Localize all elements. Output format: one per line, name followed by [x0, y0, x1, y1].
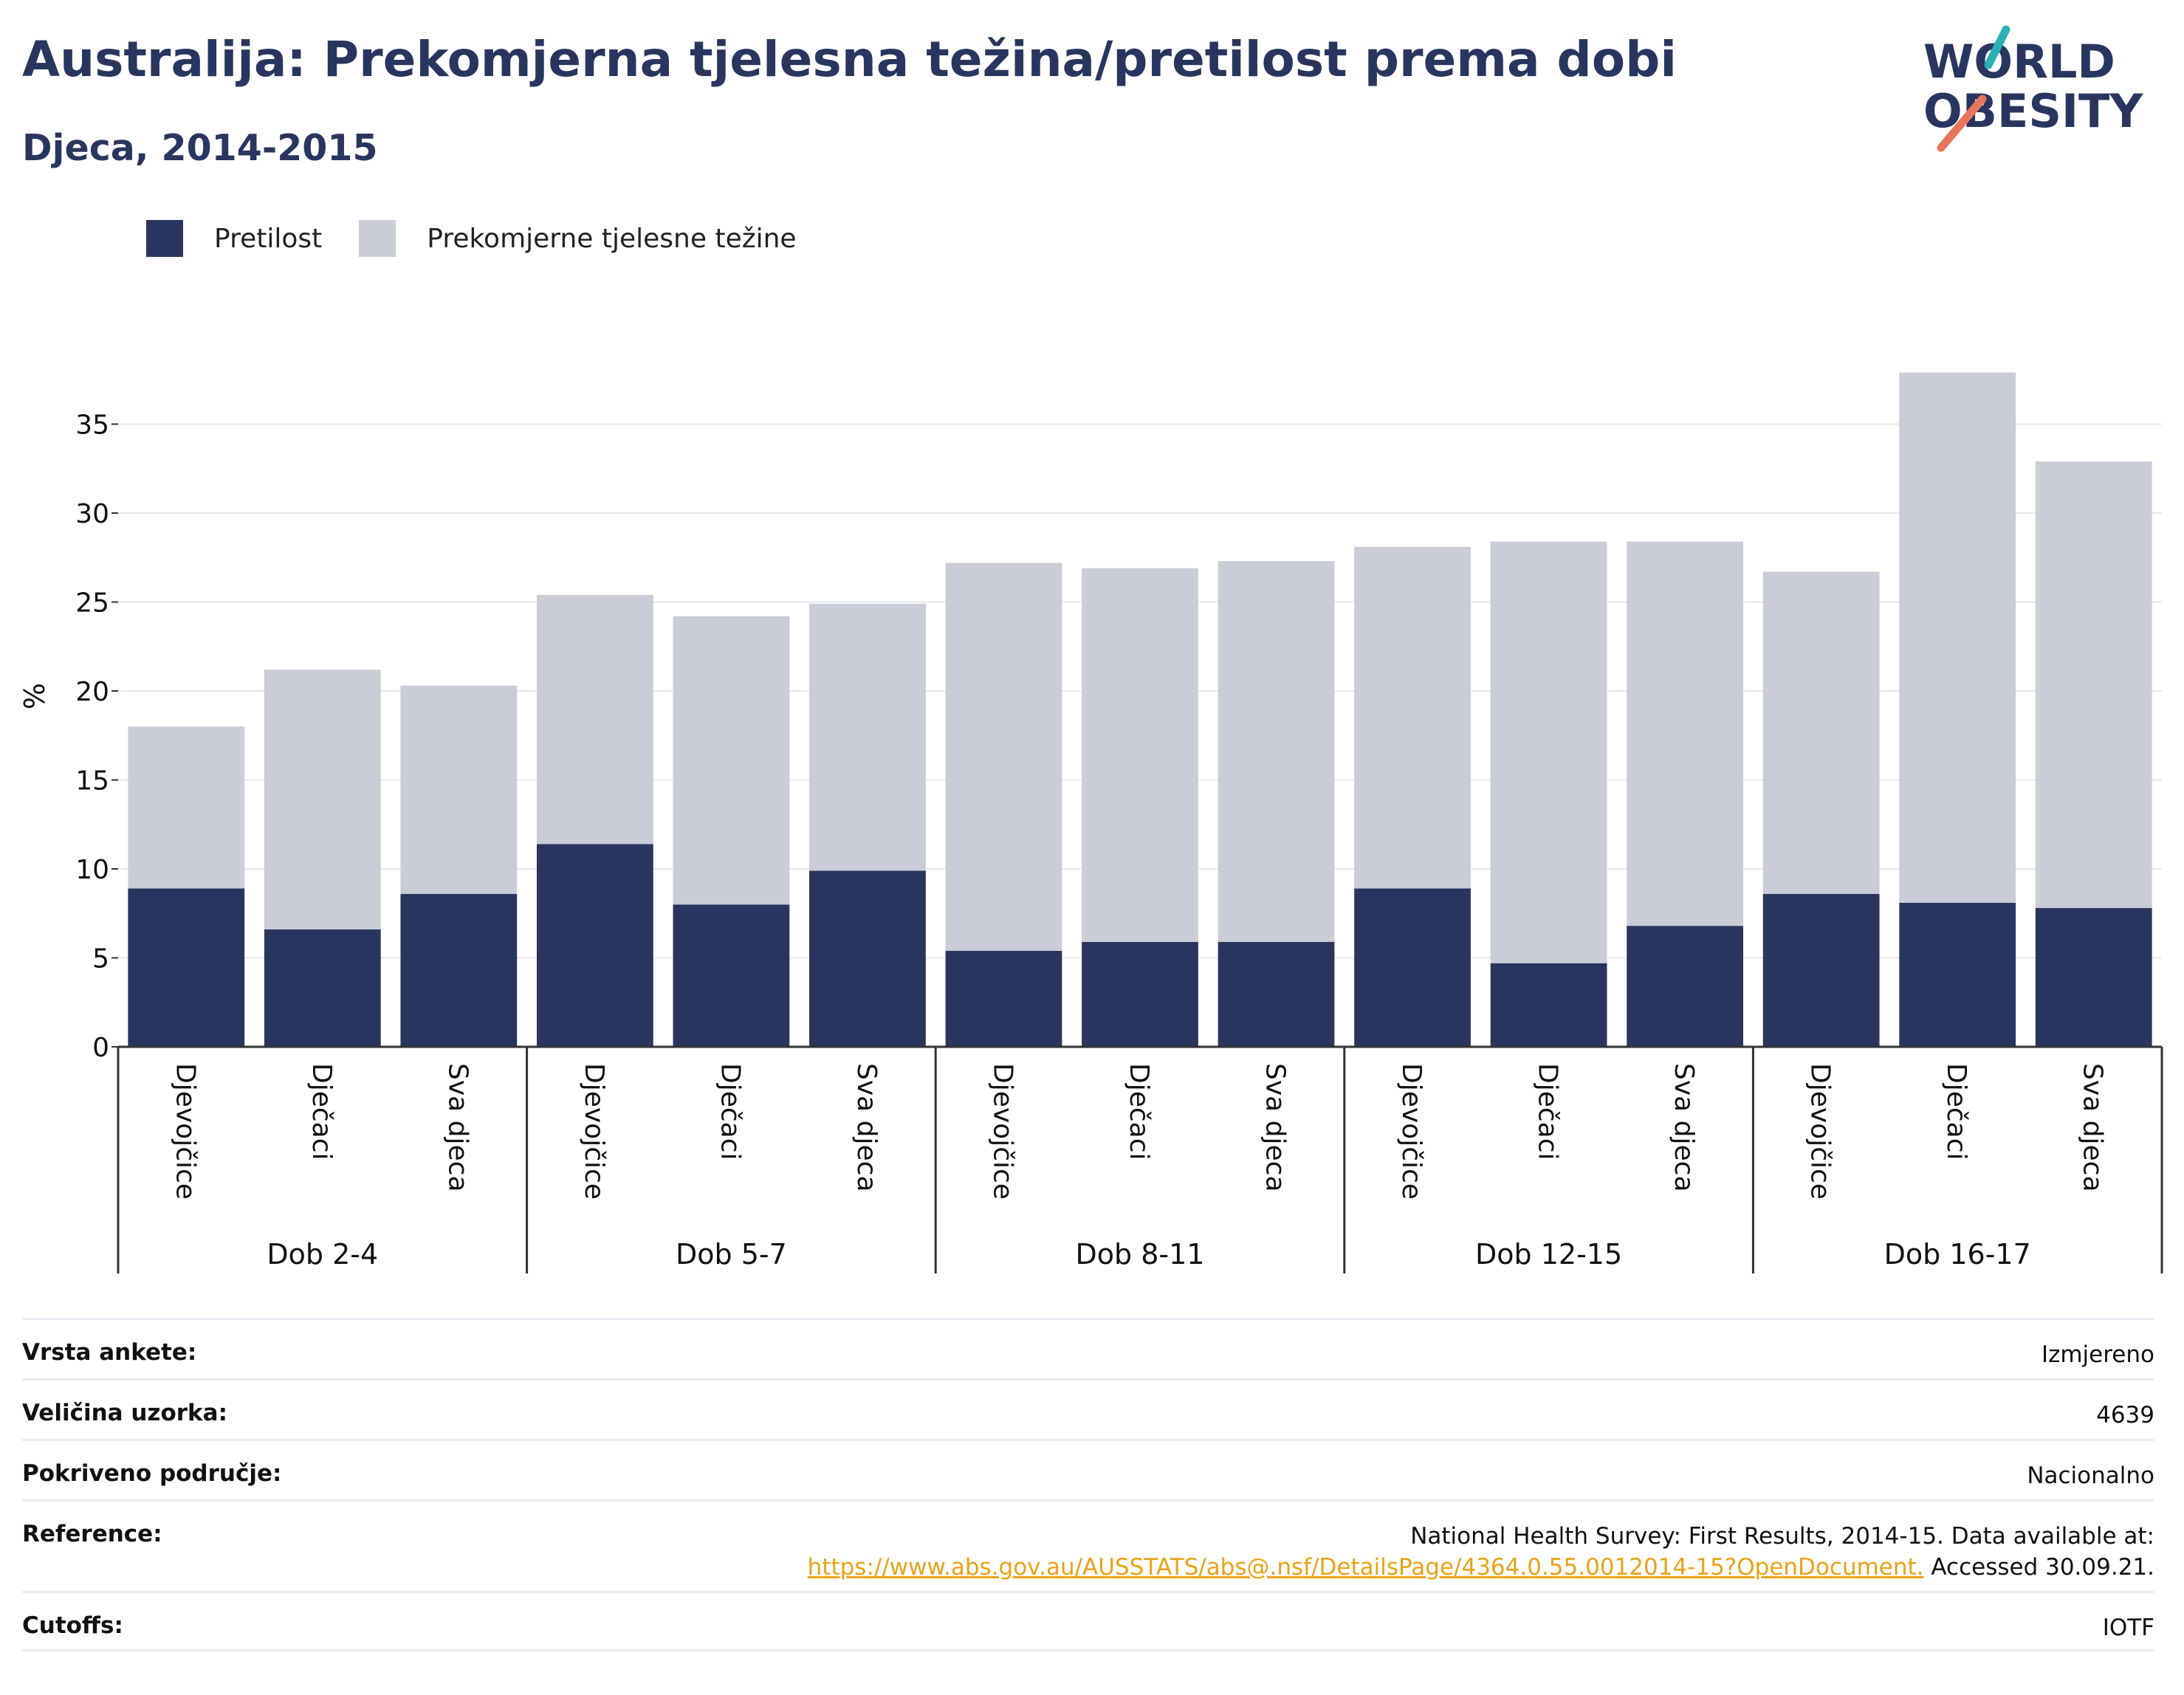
logo-slash-teal: [1984, 25, 2010, 69]
bar-segment-overweight: [809, 603, 926, 871]
bar-segment-overweight: [1762, 571, 1880, 894]
meta-key-area-covered: Pokriveno područje:: [22, 1460, 282, 1487]
bar-segment-overweight: [2035, 461, 2152, 909]
bar-segment-obesity: [1899, 902, 2016, 1047]
x-group-label: Dob 12-15: [1475, 1238, 1622, 1271]
y-axis-label: %: [18, 683, 51, 709]
world-obesity-logo: WORLD OBESITY: [1923, 25, 2143, 152]
legend-swatch-obesity: [146, 220, 183, 257]
bar-segment-obesity: [264, 929, 381, 1047]
reference-text: National Health Survey: First Results, 2…: [1410, 1523, 2154, 1550]
bar-segment-overweight: [128, 726, 245, 889]
bar-segment-overweight: [1899, 372, 2016, 903]
x-category-label: Sva djeca: [1669, 1063, 1699, 1192]
x-group-label: Dob 16-17: [1884, 1238, 2031, 1271]
bar-segment-obesity: [1082, 941, 1198, 1047]
meta-key-reference: Reference:: [22, 1521, 162, 1547]
meta-value-reference: National Health Survey: First Results, 2…: [808, 1521, 2154, 1583]
bar-segment-overweight: [673, 616, 790, 905]
bar-segment-obesity: [1627, 926, 1744, 1047]
x-group-label: Dob 8-11: [1076, 1238, 1205, 1271]
legend-label-overweight: Prekomjerne tjelesne težine: [427, 223, 797, 254]
chart-subtitle: Djeca, 2014-2015: [22, 127, 378, 169]
survey-metadata: Vrsta ankete: Izmjereno Veličina uzorka:…: [22, 1318, 2154, 1651]
meta-row-sample-size: Veličina uzorka: 4639: [22, 1378, 2154, 1439]
bar-segment-overweight: [945, 563, 1062, 951]
x-category-label: Sva djeca: [851, 1063, 882, 1192]
bar-segment-overweight: [1218, 561, 1335, 942]
x-category-label: Djevojčice: [1805, 1063, 1836, 1200]
legend-item-overweight: Prekomjerne tjelesne težine: [359, 220, 797, 257]
x-category-label: Dječaci: [715, 1063, 745, 1161]
bar-segment-obesity: [536, 844, 653, 1047]
bar-segment-obesity: [1354, 888, 1471, 1047]
y-tick-label: 30: [75, 499, 109, 529]
x-category-label: Djevojčice: [987, 1063, 1017, 1200]
meta-key-cutoffs: Cutoffs:: [22, 1612, 123, 1639]
bar-segment-obesity: [1762, 893, 1880, 1047]
reference-accessed: Accessed 30.09.21.: [1923, 1554, 2154, 1581]
meta-row-cutoffs: Cutoffs: IOTF: [22, 1591, 2154, 1651]
bar-segment-overweight: [400, 685, 518, 894]
x-category-label: Sva djeca: [442, 1063, 473, 1192]
x-group-label: Dob 2-4: [267, 1238, 378, 1271]
y-tick-label: 0: [92, 1033, 109, 1063]
meta-row-reference: Reference: National Health Survey: First…: [22, 1499, 2154, 1591]
bar-segment-overweight: [1490, 541, 1607, 963]
meta-row-area-covered: Pokriveno područje: Nacionalno: [22, 1439, 2154, 1499]
bar-segment-obesity: [1490, 963, 1607, 1047]
bar-segment-overweight: [1354, 546, 1471, 889]
meta-key-survey-type: Vrsta ankete:: [22, 1339, 197, 1366]
meta-value-area-covered: Nacionalno: [2027, 1462, 2154, 1489]
y-tick-label: 35: [75, 410, 109, 441]
legend-swatch-overweight: [359, 220, 396, 257]
meta-key-sample-size: Veličina uzorka:: [22, 1400, 227, 1426]
x-category-label: Djevojčice: [170, 1063, 200, 1200]
stacked-bar-chart: 0 5 10 15 20 25 30 35 Djevojčice Dječaci Sva djeca…: [18, 372, 2163, 1273]
bar-segment-obesity: [400, 893, 518, 1047]
reference-link[interactable]: https://www.abs.gov.au/AUSSTATS/abs@.nsf…: [807, 1554, 1924, 1581]
bar-segment-overweight: [1082, 568, 1198, 942]
bar-segment-obesity: [673, 904, 790, 1047]
y-tick-label: 10: [75, 855, 109, 885]
bar-segment-obesity: [945, 950, 1062, 1047]
bar-segment-overweight: [264, 670, 381, 929]
x-category-label: Djevojčice: [579, 1063, 609, 1200]
y-tick-label: 25: [75, 588, 109, 619]
bar-segment-overweight: [536, 594, 653, 845]
x-category-label: Djevojčice: [1396, 1063, 1426, 1200]
meta-value-cutoffs: IOTF: [2102, 1615, 2154, 1641]
chart-title: Australija: Prekomjerna tjelesna težina/…: [22, 31, 1678, 88]
meta-value-survey-type: Izmjereno: [2041, 1341, 2154, 1368]
logo-slash-coral: [1937, 94, 1987, 152]
legend-item-obesity: Pretilost: [146, 220, 322, 257]
legend-label-obesity: Pretilost: [214, 223, 323, 254]
y-tick-label: 15: [75, 766, 109, 797]
bar-segment-obesity: [128, 888, 245, 1047]
bars: [128, 372, 2152, 1047]
meta-row-survey-type: Vrsta ankete: Izmjereno: [22, 1318, 2154, 1378]
logo-line1: WORLD: [1923, 35, 2115, 89]
bar-segment-obesity: [809, 870, 926, 1047]
meta-value-sample-size: 4639: [2096, 1402, 2154, 1428]
x-category-label: Sva djeca: [1260, 1063, 1291, 1192]
x-group-label: Dob 5-7: [676, 1238, 787, 1271]
axes: 0 5 10 15 20 25 30 35 Djevojčice Dječaci Sva djeca…: [75, 410, 2163, 1273]
x-category-label: Dječaci: [1941, 1063, 1971, 1161]
bar-segment-obesity: [2035, 908, 2152, 1047]
x-category-label: Dječaci: [306, 1063, 337, 1161]
x-category-label: Dječaci: [1533, 1063, 1563, 1161]
y-tick-label: 20: [75, 677, 109, 707]
x-category-label: Dječaci: [1124, 1063, 1154, 1161]
x-category-label: Sva djeca: [2078, 1063, 2108, 1192]
bar-segment-overweight: [1627, 541, 1744, 926]
chart-legend: Pretilost Prekomjerne tjelesne težine: [146, 216, 834, 261]
bar-segment-obesity: [1218, 941, 1335, 1047]
y-tick-label: 5: [92, 944, 109, 974]
